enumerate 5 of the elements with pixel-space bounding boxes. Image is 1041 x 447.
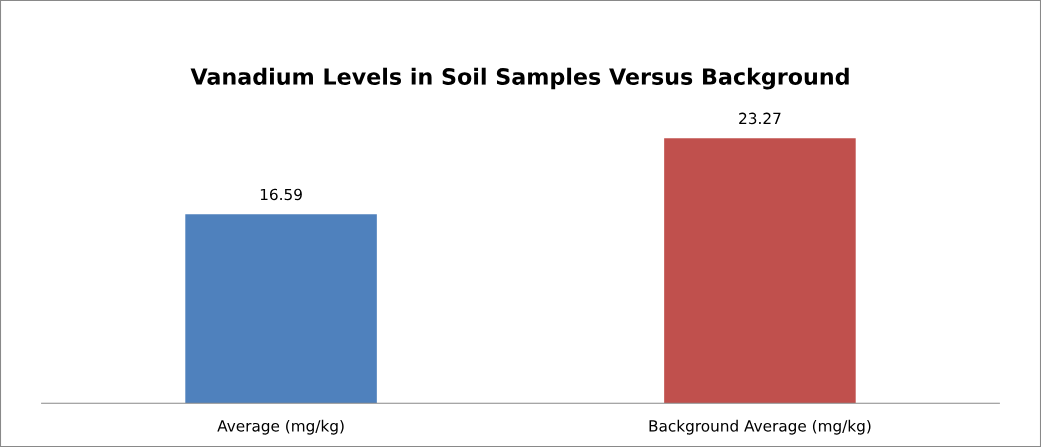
x-tick-label: Background Average (mg/kg) xyxy=(649,419,871,435)
data-label: 23.27 xyxy=(739,112,781,125)
x-tick-label: Average (mg/kg) xyxy=(217,419,344,435)
chart-title: Vanadium Levels in Soil Samples Versus Background xyxy=(190,67,849,90)
data-label: 16.59 xyxy=(260,188,302,201)
